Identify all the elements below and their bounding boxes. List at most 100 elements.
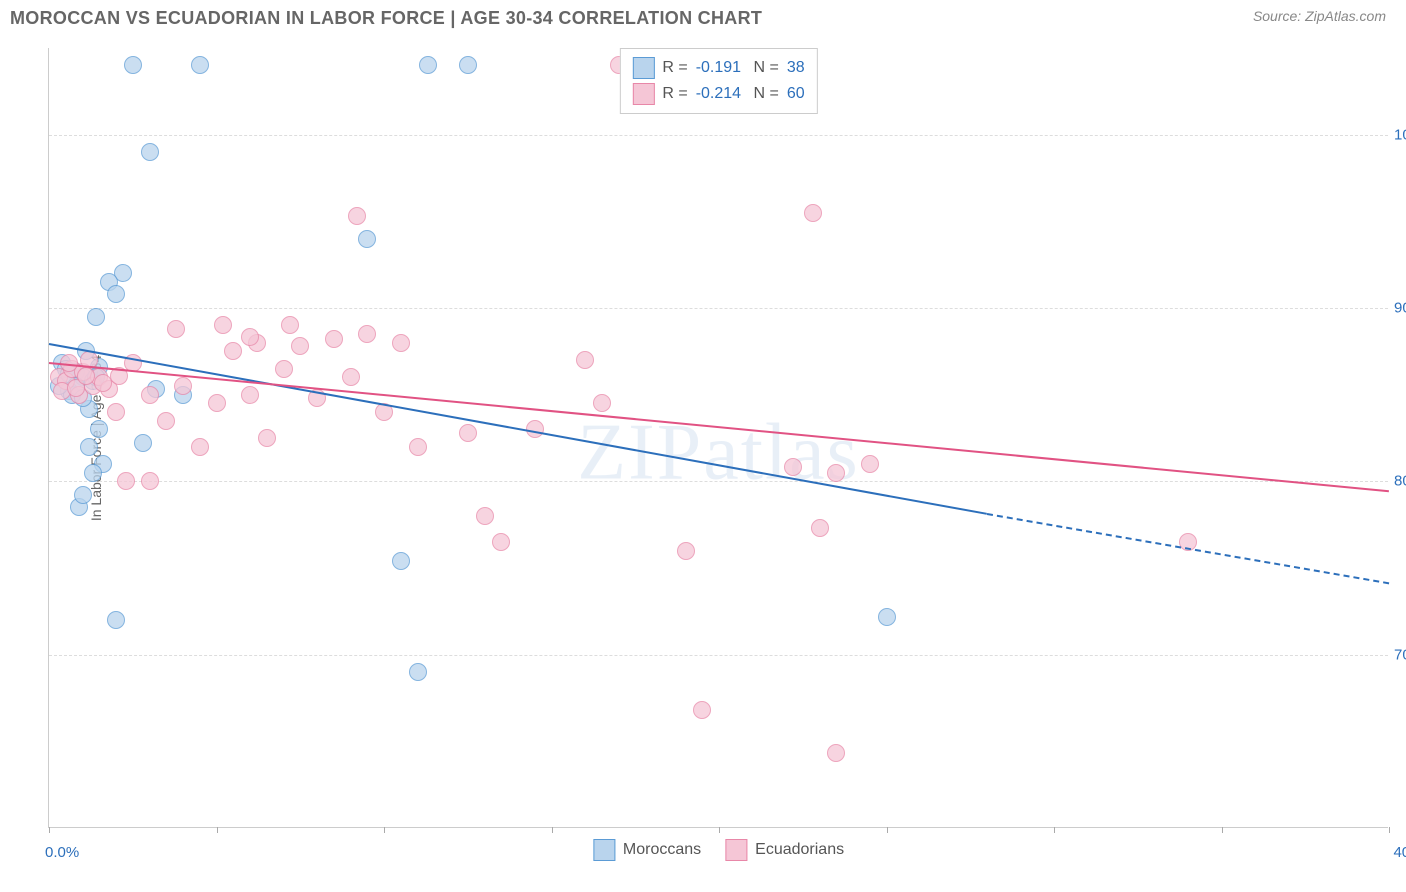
legend-r-label: R = — [662, 85, 687, 103]
data-point — [576, 351, 594, 369]
data-point — [191, 438, 209, 456]
data-point — [107, 611, 125, 629]
data-point — [677, 542, 695, 560]
data-point — [74, 486, 92, 504]
legend-n-label: N = — [749, 59, 779, 77]
data-point — [157, 412, 175, 430]
source-attribution: Source: ZipAtlas.com — [1253, 8, 1386, 24]
legend-item-moroccans: Moroccans — [593, 839, 701, 861]
data-point — [275, 360, 293, 378]
x-tick — [719, 827, 720, 833]
correlation-legend: R = -0.191 N = 38 R = -0.214 N = 60 — [619, 48, 817, 114]
data-point — [241, 386, 259, 404]
data-point — [241, 328, 259, 346]
data-point — [804, 204, 822, 222]
gridline — [49, 481, 1388, 482]
data-point — [77, 367, 95, 385]
data-point — [167, 320, 185, 338]
x-tick — [552, 827, 553, 833]
data-point — [107, 285, 125, 303]
data-point — [419, 56, 437, 74]
x-axis-label-max: 40.0% — [1393, 844, 1406, 861]
data-point — [409, 663, 427, 681]
watermark: ZIPatlas — [577, 408, 860, 499]
legend-r-label: R = — [662, 59, 687, 77]
legend-row-moroccans: R = -0.191 N = 38 — [632, 55, 804, 81]
data-point — [281, 316, 299, 334]
legend-item-ecuadorians: Ecuadorians — [725, 839, 844, 861]
series-legend: Moroccans Ecuadorians — [593, 839, 844, 861]
correlation-chart: In Labor Force | Age 30-34 ZIPatlas 70.0… — [48, 48, 1388, 828]
trend-line — [49, 343, 987, 515]
data-point — [784, 458, 802, 476]
page-title: MOROCCAN VS ECUADORIAN IN LABOR FORCE | … — [10, 8, 762, 29]
x-tick — [887, 827, 888, 833]
trend-line — [49, 362, 1389, 492]
swatch-ecuadorians — [725, 839, 747, 861]
y-tick-label: 70.0% — [1394, 646, 1406, 663]
data-point — [84, 464, 102, 482]
x-tick — [1222, 827, 1223, 833]
data-point — [90, 420, 108, 438]
data-point — [141, 143, 159, 161]
x-tick — [384, 827, 385, 833]
legend-r-value-0: -0.191 — [696, 59, 741, 77]
data-point — [459, 56, 477, 74]
data-point — [693, 701, 711, 719]
swatch-moroccans — [632, 57, 654, 79]
data-point — [476, 507, 494, 525]
data-point — [811, 519, 829, 537]
data-point — [358, 325, 376, 343]
data-point — [141, 386, 159, 404]
swatch-ecuadorians — [632, 83, 654, 105]
data-point — [348, 207, 366, 225]
data-point — [291, 337, 309, 355]
x-axis-label-min: 0.0% — [45, 844, 79, 861]
legend-n-label: N = — [749, 85, 779, 103]
x-tick — [49, 827, 50, 833]
data-point — [861, 455, 879, 473]
x-tick — [1054, 827, 1055, 833]
x-tick — [217, 827, 218, 833]
gridline — [49, 655, 1388, 656]
data-point — [258, 429, 276, 447]
swatch-moroccans — [593, 839, 615, 861]
data-point — [392, 334, 410, 352]
gridline — [49, 135, 1388, 136]
data-point — [117, 472, 135, 490]
data-point — [124, 56, 142, 74]
legend-n-value-0: 38 — [787, 59, 805, 77]
data-point — [141, 472, 159, 490]
y-tick-label: 80.0% — [1394, 473, 1406, 490]
data-point — [134, 434, 152, 452]
data-point — [87, 308, 105, 326]
data-point — [392, 552, 410, 570]
gridline — [49, 308, 1388, 309]
data-point — [358, 230, 376, 248]
data-point — [214, 316, 232, 334]
data-point — [107, 403, 125, 421]
data-point — [593, 394, 611, 412]
trend-line — [987, 513, 1389, 584]
data-point — [174, 377, 192, 395]
legend-label: Ecuadorians — [755, 841, 844, 859]
data-point — [342, 368, 360, 386]
data-point — [492, 533, 510, 551]
data-point — [191, 56, 209, 74]
data-point — [409, 438, 427, 456]
data-point — [224, 342, 242, 360]
y-tick-label: 100.0% — [1394, 126, 1406, 143]
data-point — [827, 464, 845, 482]
legend-n-value-1: 60 — [787, 85, 805, 103]
data-point — [94, 374, 112, 392]
data-point — [80, 438, 98, 456]
legend-label: Moroccans — [623, 841, 701, 859]
data-point — [878, 608, 896, 626]
data-point — [325, 330, 343, 348]
data-point — [459, 424, 477, 442]
data-point — [827, 744, 845, 762]
x-tick — [1389, 827, 1390, 833]
data-point — [208, 394, 226, 412]
legend-row-ecuadorians: R = -0.214 N = 60 — [632, 81, 804, 107]
legend-r-value-1: -0.214 — [696, 85, 741, 103]
